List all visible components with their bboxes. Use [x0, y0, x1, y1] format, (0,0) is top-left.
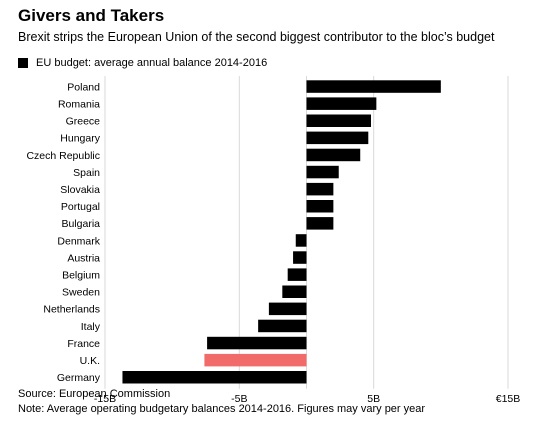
bar	[258, 319, 307, 333]
chart-subtitle: Brexit strips the European Union of the …	[18, 30, 495, 44]
bar	[268, 302, 307, 316]
bar	[306, 114, 371, 127]
category-label: Portugal	[61, 201, 100, 213]
category-label: France	[67, 338, 100, 350]
category-label: Denmark	[57, 235, 100, 247]
category-label: Netherlands	[43, 304, 100, 316]
bar	[122, 371, 307, 384]
chart-title: Givers and Takers	[18, 6, 165, 25]
bar	[306, 165, 339, 179]
bar	[204, 353, 307, 367]
category-label: U.K.	[80, 355, 100, 367]
category-label: Greece	[66, 116, 101, 128]
category-label: Hungary	[60, 133, 100, 145]
bar	[282, 285, 307, 298]
category-label: Czech Republic	[26, 150, 100, 162]
category-label: Germany	[57, 372, 101, 384]
source-note: Source: European Commission	[18, 388, 171, 400]
bar	[306, 182, 334, 196]
category-label: Poland	[67, 81, 100, 93]
category-label: Spain	[73, 167, 100, 179]
footnote: Note: Average operating budgetary balanc…	[18, 403, 426, 415]
x-tick-label: 5B	[367, 393, 380, 405]
bar	[306, 217, 334, 230]
bar	[295, 234, 307, 247]
bar	[306, 80, 441, 93]
legend-swatch	[18, 58, 28, 68]
legend: EU budget: average annual balance 2014-2…	[18, 57, 267, 69]
category-label: Bulgaria	[61, 218, 100, 230]
bar	[293, 251, 307, 264]
category-label: Sweden	[62, 287, 100, 299]
category-label: Italy	[81, 321, 101, 333]
category-label: Austria	[67, 252, 100, 264]
x-tick-label: -5B	[231, 393, 247, 405]
category-label: Belgium	[62, 269, 100, 281]
category-label: Slovakia	[60, 184, 100, 196]
x-tick-label: €15B	[496, 393, 521, 405]
bar	[306, 200, 334, 213]
legend-label: EU budget: average annual balance 2014-2…	[36, 57, 268, 69]
bar	[287, 268, 307, 281]
bar	[306, 97, 377, 110]
bar	[306, 148, 361, 162]
category-label: Romania	[58, 98, 100, 110]
x-tick-label: -15B	[94, 393, 116, 405]
bar	[207, 336, 307, 350]
bar	[306, 131, 369, 145]
